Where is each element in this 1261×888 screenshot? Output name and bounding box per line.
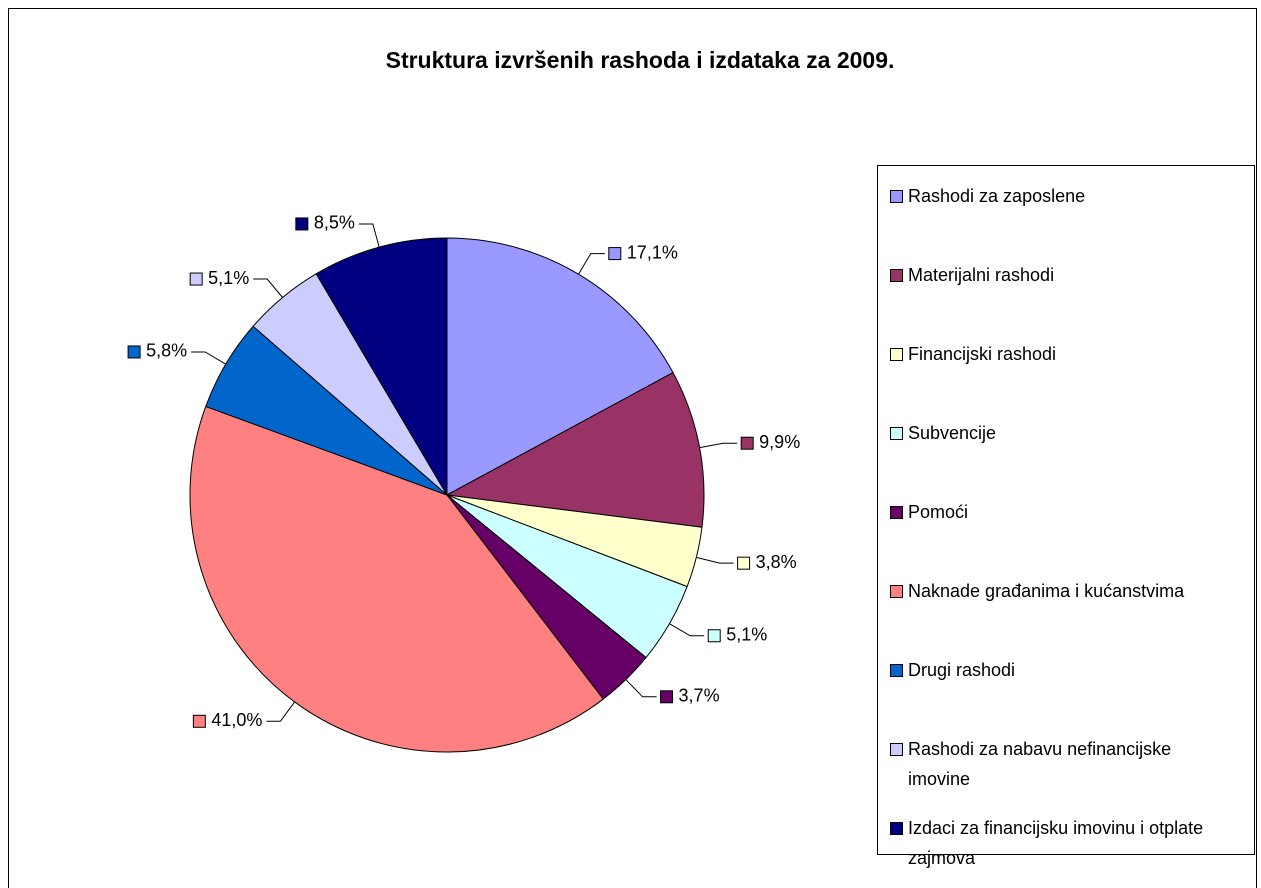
label-key	[740, 436, 754, 450]
data-label: 41,0%	[211, 710, 262, 730]
legend-label: Drugi rashodi	[908, 660, 1016, 680]
leader-line	[266, 701, 296, 722]
data-label: 8,5%	[314, 213, 355, 233]
legend-label: Pomoći	[908, 502, 969, 522]
legend-item: Drugi rashodi	[890, 655, 1220, 685]
legend-label: Rashodi za zaposlene	[908, 186, 1086, 206]
legend-label: Rashodi za nabavu nefinancijske imovine	[908, 739, 1172, 789]
data-label: 9,9%	[759, 432, 800, 452]
legend-item: Financijski rashodi	[890, 339, 1220, 369]
pie-slice	[315, 237, 448, 497]
label-key	[127, 345, 141, 359]
leader-line	[625, 679, 657, 698]
label-key	[737, 556, 751, 570]
legend-key	[890, 269, 903, 282]
legend-item: Subvencije	[890, 418, 1220, 448]
leader-line	[358, 223, 380, 248]
data-label: 3,8%	[756, 552, 797, 572]
legend-key	[890, 190, 903, 203]
legend-label: Subvencije	[908, 423, 997, 443]
legend-label: Materijalni rashodi	[908, 265, 1055, 285]
legend-key	[890, 743, 903, 756]
label-key	[608, 247, 622, 261]
legend-label: Financijski rashodi	[908, 344, 1057, 364]
data-label: 5,1%	[208, 268, 249, 288]
legend-label: Naknade građanima i kućanstvima	[908, 581, 1185, 601]
leader-line	[699, 442, 738, 449]
legend-key	[890, 822, 903, 835]
label-key	[189, 272, 203, 286]
chart-title: Struktura izvršenih rashoda i izdataka z…	[386, 47, 895, 73]
legend-key	[890, 348, 903, 361]
pie-slice	[445, 371, 705, 528]
data-label: 3,7%	[679, 686, 720, 706]
label-key	[192, 714, 206, 728]
leader-line	[696, 556, 734, 564]
legend-key	[890, 664, 903, 677]
data-label: 5,1%	[726, 625, 767, 645]
legend-key	[890, 506, 903, 519]
pie-slice	[446, 237, 674, 496]
legend-item: Rashodi za nabavu nefinancijske imovine	[890, 734, 1220, 794]
legend-item: Rashodi za zaposlene	[890, 181, 1220, 211]
leader-line	[191, 351, 227, 365]
legend-key	[890, 427, 903, 440]
legend-item: Materijalni rashodi	[890, 260, 1220, 290]
legend-label: Izdaci za financijsku imovinu i otplate …	[908, 818, 1204, 868]
data-label: 17,1%	[627, 242, 678, 262]
label-key	[295, 217, 309, 231]
data-label: 5,8%	[146, 341, 187, 361]
legend: Rashodi za zaposlene Materijalni rashodi F…	[877, 165, 1255, 868]
legend-item: Izdaci za financijsku imovinu i otplate …	[890, 813, 1220, 873]
leader-line	[578, 253, 605, 275]
label-key	[707, 629, 721, 643]
legend-key	[890, 585, 903, 598]
leader-line	[669, 623, 705, 637]
legend-item: Naknade građanima i kućanstvima	[890, 576, 1220, 606]
label-key	[660, 690, 674, 704]
leader-line	[253, 278, 283, 298]
legend-item: Pomoći	[890, 497, 1220, 527]
